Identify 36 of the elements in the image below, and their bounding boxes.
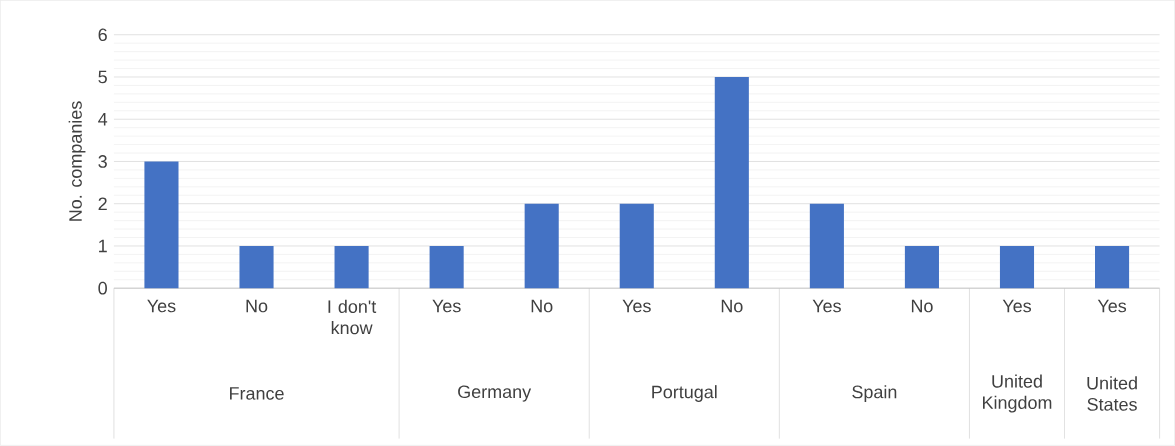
x-tick-label: Yes bbox=[622, 299, 651, 313]
y-tick-label: 3 bbox=[98, 155, 107, 168]
x-tick-label: No bbox=[721, 299, 743, 313]
y-tick-label: 6 bbox=[98, 28, 107, 42]
x-tick-label: Yes bbox=[432, 299, 461, 313]
x-tick-label: Yes bbox=[1002, 299, 1032, 313]
text: United States bbox=[1087, 376, 1137, 411]
text: Germany bbox=[458, 385, 532, 402]
text: France bbox=[230, 387, 284, 400]
x-tick-label: Yes bbox=[812, 299, 841, 313]
y-axis-title: No. companies bbox=[68, 101, 86, 221]
y-tick-label: 0 bbox=[98, 281, 107, 295]
y-tick-label: 4 bbox=[98, 113, 108, 126]
bar bbox=[809, 203, 844, 289]
bar bbox=[1095, 246, 1130, 289]
y-tick-label: 2 bbox=[98, 197, 107, 211]
x-tick-label: No bbox=[911, 299, 933, 313]
bar bbox=[619, 203, 654, 289]
y-tick-label: 1 bbox=[99, 239, 107, 253]
text: Spain bbox=[852, 385, 897, 403]
text: Portugal bbox=[652, 385, 717, 403]
bar bbox=[334, 246, 369, 289]
x-tick-label: I don't know bbox=[328, 299, 377, 335]
bar bbox=[904, 246, 939, 289]
y-tick-label: 5 bbox=[98, 70, 107, 84]
x-tick-label: No bbox=[531, 299, 553, 313]
bar bbox=[429, 246, 464, 289]
x-tick-label: Yes bbox=[1097, 299, 1127, 313]
bar bbox=[999, 246, 1035, 289]
bar bbox=[239, 246, 274, 289]
x-tick-label: No bbox=[246, 299, 268, 313]
x-tick-label: Yes bbox=[147, 299, 176, 313]
bar bbox=[524, 203, 559, 289]
bar bbox=[714, 77, 749, 289]
text: United Kingdom bbox=[983, 374, 1052, 413]
bar bbox=[144, 161, 179, 289]
